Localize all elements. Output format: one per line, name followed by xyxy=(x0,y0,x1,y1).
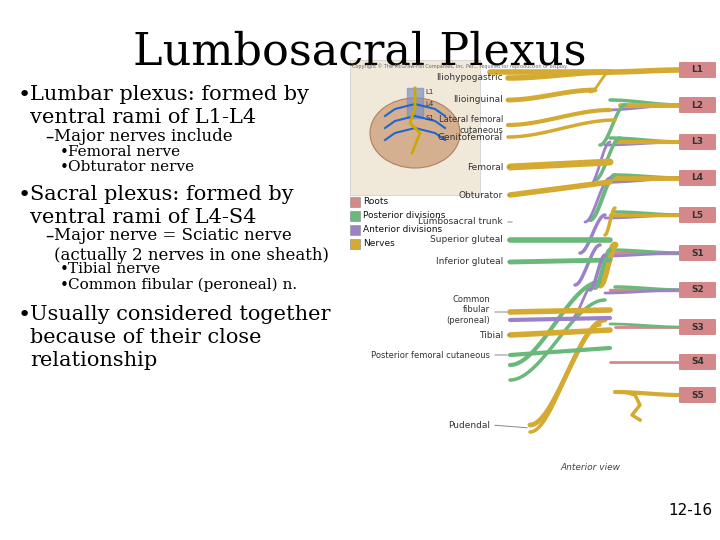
Text: Common
fibular
(peroneal): Common fibular (peroneal) xyxy=(446,295,490,325)
FancyBboxPatch shape xyxy=(679,62,716,78)
Text: Pudendal: Pudendal xyxy=(448,421,490,429)
Text: Sacral plexus: formed by
ventral rami of L4-S4: Sacral plexus: formed by ventral rami of… xyxy=(30,185,294,227)
FancyBboxPatch shape xyxy=(350,211,360,221)
Text: Femoral nerve: Femoral nerve xyxy=(68,145,180,159)
Text: L5: L5 xyxy=(691,211,703,219)
Text: Posterior femoral cutaneous: Posterior femoral cutaneous xyxy=(371,350,490,360)
Text: Lumbosacral Plexus: Lumbosacral Plexus xyxy=(133,30,587,73)
Text: Genitofemoral: Genitofemoral xyxy=(438,132,503,141)
Text: Obturator: Obturator xyxy=(459,191,503,199)
Ellipse shape xyxy=(370,98,460,168)
Text: Nerves: Nerves xyxy=(363,240,395,248)
Text: Superior gluteal: Superior gluteal xyxy=(430,235,503,245)
FancyBboxPatch shape xyxy=(350,60,480,195)
Text: L1: L1 xyxy=(691,65,703,75)
Text: Common fibular (peroneal) n.: Common fibular (peroneal) n. xyxy=(68,278,297,292)
FancyBboxPatch shape xyxy=(679,170,716,186)
Text: Iliohypogastric: Iliohypogastric xyxy=(436,73,503,83)
Text: •: • xyxy=(60,160,69,175)
FancyBboxPatch shape xyxy=(679,134,716,150)
Text: Anterior divisions: Anterior divisions xyxy=(363,226,442,234)
Text: Lumbosacral trunk: Lumbosacral trunk xyxy=(418,218,503,226)
Text: •: • xyxy=(60,278,69,293)
Text: S4: S4 xyxy=(691,357,704,367)
Text: Ilioinguinal: Ilioinguinal xyxy=(454,96,503,105)
Text: L3: L3 xyxy=(691,138,703,146)
Text: •: • xyxy=(18,85,31,105)
Text: •: • xyxy=(18,185,31,205)
Text: Femoral: Femoral xyxy=(467,163,503,172)
Text: Tibial: Tibial xyxy=(479,330,503,340)
FancyBboxPatch shape xyxy=(350,197,360,207)
FancyBboxPatch shape xyxy=(350,239,360,249)
Text: Usually considered together
because of their close
relationship: Usually considered together because of t… xyxy=(30,305,330,369)
Text: Lateral femoral
cutaneous: Lateral femoral cutaneous xyxy=(438,116,503,134)
FancyBboxPatch shape xyxy=(679,282,716,298)
Text: L4: L4 xyxy=(425,101,433,107)
FancyBboxPatch shape xyxy=(350,225,360,235)
Text: •: • xyxy=(18,305,31,325)
Text: L2: L2 xyxy=(691,100,703,110)
Text: 12-16: 12-16 xyxy=(668,503,712,518)
FancyBboxPatch shape xyxy=(679,354,716,370)
Text: •: • xyxy=(60,145,69,160)
Text: •: • xyxy=(60,262,69,277)
Text: Major nerves include: Major nerves include xyxy=(54,128,233,145)
FancyBboxPatch shape xyxy=(679,387,716,403)
FancyBboxPatch shape xyxy=(679,97,716,113)
Text: Obturator nerve: Obturator nerve xyxy=(68,160,194,174)
Text: S1: S1 xyxy=(425,115,434,121)
Text: Major nerve = Sciatic nerve
(actually 2 nerves in one sheath): Major nerve = Sciatic nerve (actually 2 … xyxy=(54,227,329,264)
Text: S2: S2 xyxy=(691,286,704,294)
Text: Tibial nerve: Tibial nerve xyxy=(68,262,161,276)
Text: –: – xyxy=(45,128,53,146)
FancyBboxPatch shape xyxy=(679,207,716,223)
Text: S5: S5 xyxy=(691,390,704,400)
FancyBboxPatch shape xyxy=(679,319,716,335)
Text: –: – xyxy=(45,227,53,245)
Text: Inferior gluteal: Inferior gluteal xyxy=(436,258,503,267)
FancyBboxPatch shape xyxy=(679,245,716,261)
Text: Posterior divisions: Posterior divisions xyxy=(363,212,446,220)
Text: S3: S3 xyxy=(691,322,704,332)
Text: L4: L4 xyxy=(691,173,703,183)
Text: Copyright © The McGraw-Hill Companies, Inc. Per... required for reproduction or : Copyright © The McGraw-Hill Companies, I… xyxy=(352,63,568,69)
Text: Anterior view: Anterior view xyxy=(560,463,620,472)
Text: S1: S1 xyxy=(691,248,704,258)
Text: L1: L1 xyxy=(425,89,433,95)
Text: Roots: Roots xyxy=(363,198,388,206)
Text: Lumbar plexus: formed by
ventral rami of L1-L4: Lumbar plexus: formed by ventral rami of… xyxy=(30,85,309,127)
